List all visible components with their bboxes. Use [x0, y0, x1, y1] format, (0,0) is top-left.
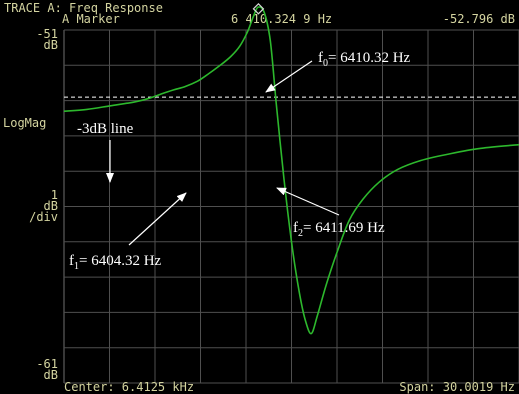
scale-division-unit: dB: [44, 199, 58, 213]
f1-arrow: [128, 192, 187, 246]
f1-annotation: f1= 6404.32 Hz: [69, 253, 162, 272]
y-axis-bottom-unit: dB: [44, 368, 58, 382]
y-axis-top-value: -51: [36, 27, 58, 41]
marker-level-readout: -52.796 dB: [443, 12, 515, 26]
f0-arrow: [265, 60, 313, 93]
plot-grid: [63, 29, 519, 384]
center-frequency-label: Center: 6.4125 kHz: [64, 380, 194, 394]
scale-mode-label: LogMag: [3, 116, 46, 130]
scale-division-per: /div: [29, 210, 58, 224]
y-axis-bottom-value: -61: [36, 357, 58, 371]
trace-title: TRACE A: Freq Response: [4, 1, 163, 15]
span-label: Span: 30.0019 Hz: [399, 380, 515, 394]
marker-label: A Marker: [62, 12, 120, 26]
marker-diamond-icon: [252, 2, 265, 15]
f2-annotation: f2= 6411.69 Hz: [293, 220, 385, 239]
y-axis-top-unit: dB: [44, 38, 58, 52]
minus-3db-annotation: -3dB line: [77, 121, 134, 137]
marker-frequency-readout: 6 410.324 9 Hz: [231, 12, 332, 26]
f0-annotation: f0= 6410.32 Hz: [318, 50, 411, 69]
frequency-response-trace: [63, 6, 519, 335]
scale-division-value: 1: [51, 188, 58, 202]
f2-arrow: [276, 187, 340, 216]
